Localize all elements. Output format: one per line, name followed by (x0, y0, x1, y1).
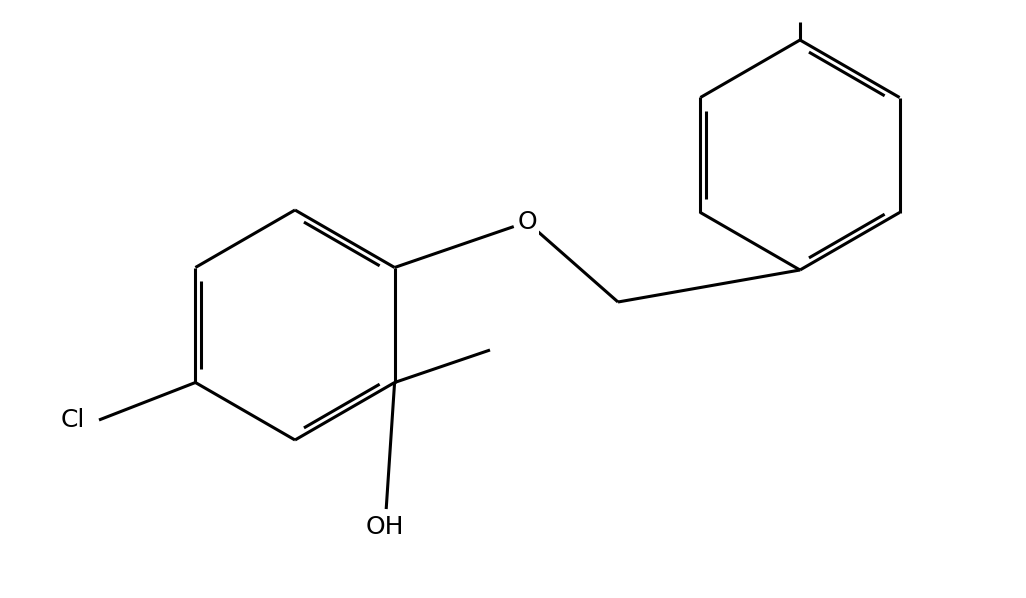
Text: O: O (517, 210, 537, 234)
Text: OH: OH (365, 515, 404, 539)
Text: Cl: Cl (61, 408, 85, 432)
